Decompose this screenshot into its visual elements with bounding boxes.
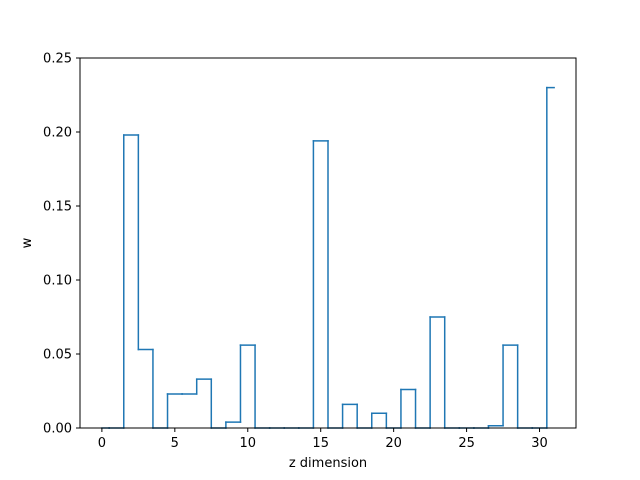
- x-tick-label: 5: [171, 436, 179, 451]
- x-axis-label: z dimension: [289, 456, 367, 471]
- x-tick-label: 20: [385, 436, 402, 451]
- y-axis-ticks: 0.00 0.05 0.10 0.15 0.20 0.25: [43, 52, 80, 437]
- y-tick-label: 0.20: [43, 126, 72, 141]
- y-tick-label: 0.25: [43, 52, 72, 67]
- x-tick-label: 0: [98, 436, 106, 451]
- axes-frame: [79, 57, 577, 429]
- x-tick-label: 15: [312, 436, 329, 451]
- x-tick-label: 10: [239, 436, 256, 451]
- y-tick-label: 0.05: [43, 348, 72, 363]
- y-tick-label: 0.15: [43, 200, 72, 215]
- y-axis-label: w: [20, 237, 35, 248]
- x-tick-label: 30: [531, 436, 548, 451]
- y-tick-label: 0.10: [43, 274, 72, 289]
- y-tick-label: 0.00: [43, 422, 72, 437]
- x-tick-label: 25: [458, 436, 475, 451]
- x-axis-ticks: 0 5 10 15 20 25 30: [98, 428, 548, 451]
